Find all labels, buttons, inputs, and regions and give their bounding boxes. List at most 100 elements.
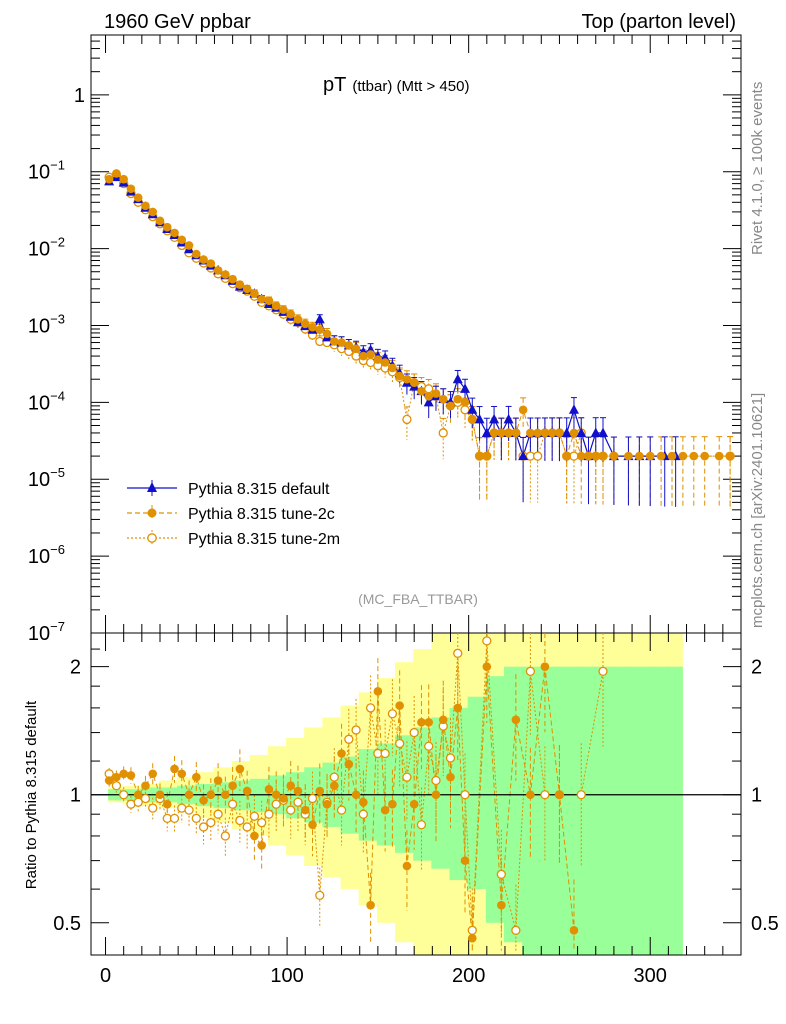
ratio-point-tune-2c [177,769,187,779]
point-tune-2c [242,284,252,294]
ratio-point-tune-2c [184,790,194,800]
ratio-point-tune-2c [460,856,470,865]
ratio-point-tune-2m [358,809,368,819]
header-right: Top (parton level) [581,11,736,33]
ratio-point-tune-2m [235,815,245,826]
main-ytick-label: 10−5 [28,465,65,491]
point-default [576,427,587,437]
ratio-point-tune-2m [213,809,223,819]
point-default [452,373,463,384]
ratio-point-tune-2m [329,772,339,782]
ratio-point-tune-2m [424,741,434,751]
point-tune-2c [192,249,201,259]
ratio-point-tune-2c [315,786,325,796]
point-tune-2c [438,394,448,404]
main-ytick-label: 10−1 [28,158,65,184]
point-default [590,427,601,437]
ratio-point-tune-2c [235,764,245,774]
point-tune-2c [504,428,513,438]
ratio-point-tune-2c [192,772,201,782]
ratio-point-tune-2c [482,662,492,671]
ratio-point-tune-2c [359,797,368,807]
ratio-point-tune-2c [497,900,506,910]
point-tune-2c [417,386,426,396]
ratio-point-tune-2c [526,790,535,800]
ratio-point-tune-2m [148,803,158,813]
ratio-point-tune-2m [540,790,550,800]
main-ytick-label: 10−2 [28,235,65,261]
point-tune-2c [119,174,128,184]
point-tune-2c [635,451,644,461]
ratio-point-tune-2m [416,820,427,830]
ratio-point-tune-2c [453,703,463,713]
ratio-point-tune-2c [293,786,303,796]
tick-exp: −2 [50,235,65,250]
tick-exp: −6 [50,542,65,557]
ratio-plot: 0 100 200 300 0.5 0.5 1 1 2 2 [53,632,779,987]
point-tune-2c [533,428,542,438]
point-tune-2c [141,201,150,211]
ratio-point-tune-2c [438,715,448,725]
ratio-point-tune-2m [402,772,412,782]
point-tune-2c [576,451,586,461]
ratio-point-tune-2c [221,790,230,800]
point-default [568,404,579,414]
ratio-point-tune-2m [525,666,536,677]
ratio-point-tune-2m [336,805,347,815]
ratio-point-tune-2c [300,805,310,815]
point-tune-2c [221,270,230,279]
ratio-point-tune-2c [279,794,288,803]
ratio-point-tune-2c [264,784,274,794]
ratio-point-tune-2c [511,715,521,725]
ratio-point-tune-2m [286,805,296,815]
ratio-xtick-label: 300 [634,965,667,987]
point-tune-2c [547,428,557,438]
ratio-ytick-label: 1 [70,785,81,807]
point-tune-2c [286,309,296,319]
point-tune-2c [431,389,441,398]
point-tune-2c [359,351,368,361]
ratio-point-tune-2c [344,759,354,769]
tick-base: 10 [28,546,50,568]
point-tune-2c [526,428,535,438]
legend: Pythia 8.315 default Pythia 8.315 tune-2c… [127,480,340,548]
ratio-point-tune-2m [249,811,260,821]
ratio-point-tune-2c [206,790,216,800]
ratio-point-tune-2c [228,781,237,791]
point-tune-2c [228,274,237,284]
point-default [503,413,514,424]
point-tune-2c [395,371,404,381]
point-tune-2c [584,451,593,461]
point-default [489,413,500,424]
ratio-ytick-label: 2 [70,657,81,679]
point-tune-2c [373,355,383,364]
ratio-point-tune-2c [402,861,412,871]
point-tune-2c [409,378,419,388]
point-tune-2c [126,184,136,194]
point-tune-2c [667,451,677,461]
tick-exp: −4 [50,388,65,403]
ratio-band-stat [649,666,669,955]
ratio-point-tune-2c [388,799,397,809]
point-tune-2c [388,363,397,373]
point-tune-2c [235,280,245,289]
ratio-band-stat [612,666,633,955]
watermark: (MC_FBA_TTBAR) [358,591,478,607]
ratio-point-tune-2m [496,869,506,879]
ratio-band-stat [594,666,614,955]
ratio-point-tune-2c [133,790,143,800]
point-tune-2c [133,193,143,202]
ratio-point-tune-2m [365,703,376,713]
main-title: pT (ttbar) (Mtt > 450) [323,74,469,96]
point-tune-2c [148,207,158,217]
ratio-point-tune-2c [409,799,419,809]
ratio-band-stat [631,666,651,955]
main-plot: 110−110−210−310−410−510−610−7 [28,34,742,645]
point-tune-2m [438,428,448,438]
point-tune-2c [656,451,666,461]
point-default [423,396,434,407]
ratio-band-stat [249,778,269,813]
ratio-band-stat [503,666,524,943]
ratio-point-tune-2m [482,636,492,646]
